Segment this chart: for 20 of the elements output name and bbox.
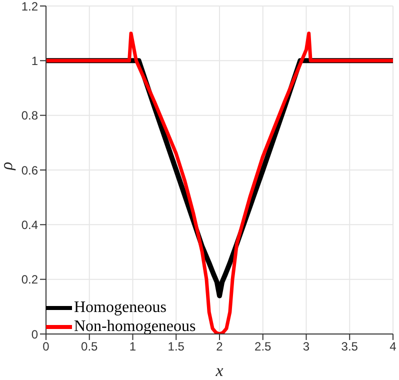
x-axis-title: x: [214, 361, 224, 380]
x-tick-label: 1: [129, 340, 136, 354]
x-tick-label: 2: [216, 340, 224, 354]
x-tick-label: 2.5: [254, 340, 272, 354]
y-tick-label: 0: [31, 327, 38, 342]
x-tick-label: 3: [302, 340, 310, 354]
y-tick-label: 0.8: [21, 108, 38, 123]
x-tick-label: 0: [42, 340, 50, 354]
y-tick-label: 0.4: [21, 218, 38, 232]
x-tick-label: 4: [390, 340, 397, 354]
legend-label: Non-homogeneous: [74, 317, 196, 336]
y-tick-label: 0.6: [21, 163, 38, 178]
y-tick-label: 0.2: [21, 272, 38, 287]
y-tick-label: 1.2: [21, 0, 38, 14]
legend-label: Homogeneous: [74, 298, 166, 317]
x-tick-label: 3.5: [341, 340, 358, 354]
y-tick-label: 1: [31, 54, 38, 68]
x-tick-label: 1.5: [168, 340, 185, 354]
x-tick-label: 0.5: [81, 340, 98, 354]
y-axis-title: ρ: [0, 162, 16, 171]
